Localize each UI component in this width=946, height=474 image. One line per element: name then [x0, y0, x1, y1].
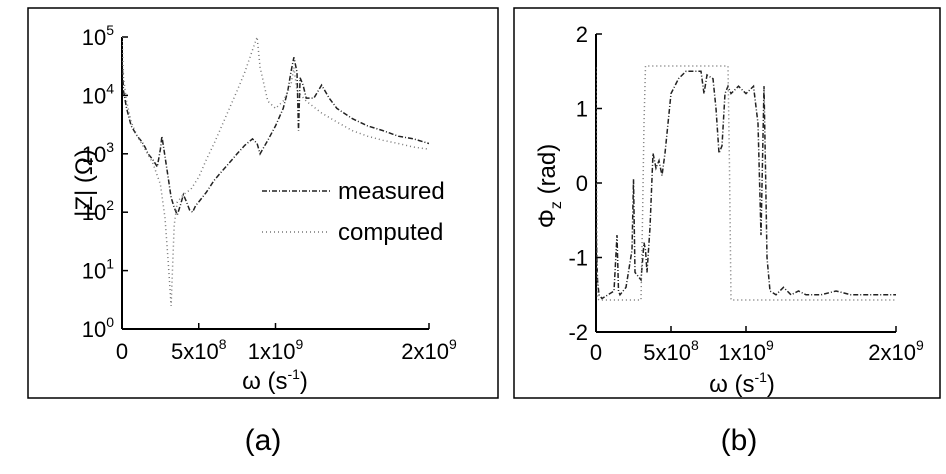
panel-a-xtick-label: 5x108 — [171, 336, 227, 364]
panel-a-xtick-label: 0 — [116, 339, 128, 364]
panel-b-caption: (b) — [721, 424, 758, 457]
panel-b-frame — [513, 7, 941, 399]
panel-b-ytick-label: -2 — [568, 320, 588, 345]
panel-a-ytick-label: 104 — [82, 80, 114, 108]
panel-a-xtick-label: 1x109 — [248, 336, 304, 364]
legend-measured-label: measured — [338, 178, 445, 205]
panel-a-frame — [27, 7, 499, 399]
panel-a-ytick-label: 105 — [82, 22, 114, 50]
panel-b-series-computed — [596, 65, 896, 301]
panel-b-xtick-label: 0 — [590, 340, 602, 365]
panel-a-ytick-label: 100 — [82, 314, 114, 342]
panel-b-series-measured — [596, 70, 896, 300]
panel-a-ylabel: |Z| (Ω) — [71, 149, 98, 217]
panel-a: 100 101 102 103 104 105 0 5x108 1x109 2x109 meas… — [71, 22, 457, 457]
panel-b-ytick-label: 2 — [576, 22, 588, 47]
panel-a-series-measured — [122, 57, 429, 218]
panel-b-ytick-label: 1 — [576, 97, 588, 122]
panel-a-series-computed — [122, 37, 429, 306]
panel-b-ylabel: Φz (rad) — [534, 144, 565, 229]
panel-b-xlabel: ω (s-1) — [709, 369, 775, 398]
panel-b-ytick-label: -1 — [568, 246, 588, 271]
panel-b-xtick-label: 5x108 — [643, 337, 699, 365]
panel-b-ytick-label: 0 — [576, 171, 588, 196]
panel-a-ytick-label: 101 — [82, 256, 114, 284]
panel-a-caption: (a) — [245, 424, 282, 457]
panel-a-ytick-label: 103 — [82, 139, 114, 167]
panel-b-xtick-label: 2x109 — [868, 337, 924, 365]
panel-b: -2 -1 0 1 2 0 5x108 1x109 2x109 Φz (rad) ω (s-1… — [534, 22, 924, 457]
panel-a-xlabel: ω (s-1) — [242, 366, 308, 395]
panel-b-xtick-label: 1x109 — [718, 337, 774, 365]
panel-a-ytick-label: 102 — [82, 197, 114, 225]
panel-a-xtick-label: 2x109 — [401, 336, 457, 364]
legend-computed-label: computed — [338, 219, 443, 246]
